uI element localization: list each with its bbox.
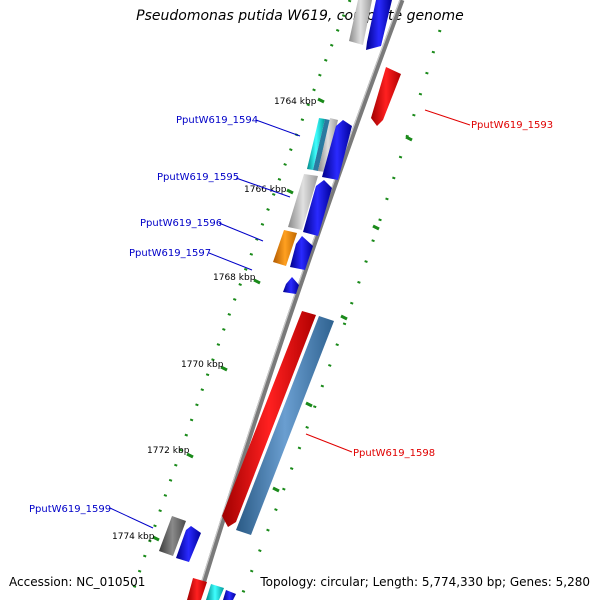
gene-label-pputw619-1594[interactable]: PputW619_1594 [176, 115, 258, 126]
gene-blue-top [366, 0, 392, 50]
accession-label: Accession: NC_010501 [9, 575, 146, 589]
gene-forward-blue-4 [176, 526, 201, 562]
genome-summary: Topology: circular; Length: 5,774,330 bp… [260, 575, 590, 589]
label-leaders [109, 109, 471, 529]
gene-cyan-bottom [206, 584, 224, 600]
gene-pputw619-1594-gray [318, 118, 338, 172]
outer-tick-marks [272, 135, 413, 493]
tick-label-1772: 1772 kbp [147, 446, 190, 456]
gene-pputw619-1594-cyan [307, 118, 325, 170]
tick-mark-1774 [152, 535, 160, 542]
gene-label-pputw619-1597[interactable]: PputW619_1597 [129, 248, 211, 259]
gene-label-pputw619-1596[interactable]: PputW619_1596 [140, 218, 222, 229]
gene-forward-blue-1 [322, 120, 352, 180]
tick-mark-1764 [317, 97, 325, 104]
tick-label-1770: 1770 kbp [181, 360, 224, 370]
outer-tick-ring [238, 29, 442, 600]
gene-pputw619-1598 [236, 316, 334, 535]
tick-mark-1770 [220, 365, 228, 372]
gene-pputw619-1596 [273, 230, 297, 266]
tick-mark-1772 [186, 452, 194, 459]
tick-mark-1766 [286, 188, 294, 195]
gene-forward-blue-3 [290, 236, 313, 270]
gene-label-pputw619-1593[interactable]: PputW619_1593 [471, 120, 553, 131]
gene-pputw619-1593 [371, 67, 401, 126]
gene-label-pputw619-1595[interactable]: PputW619_1595 [157, 172, 239, 183]
gene-gray-top [349, 0, 372, 45]
tick-label-1764: 1764 kbp [274, 97, 317, 107]
tick-label-1768: 1768 kbp [213, 273, 256, 283]
gene-pputw619-1599 [159, 516, 186, 556]
inner-tick-ring [128, 0, 352, 600]
gene-pputw619-1597 [283, 277, 299, 294]
gene-pputw619-1594-teal [313, 119, 330, 171]
gene-red-bottom [187, 578, 207, 600]
gene-blue-bottom [223, 590, 236, 600]
tick-mark-1768 [253, 278, 261, 285]
gene-label-pputw619-1598[interactable]: PputW619_1598 [353, 448, 435, 459]
gene-forward-blue-2 [303, 180, 332, 236]
gene-label-pputw619-1599[interactable]: PputW619_1599 [29, 504, 111, 515]
tick-label-1766: 1766 kbp [244, 185, 287, 195]
tick-label-1774: 1774 kbp [112, 532, 155, 542]
gene-pputw619-1595 [288, 174, 318, 230]
tick-marks [152, 97, 325, 542]
gene-pputw619-1598-red [222, 311, 316, 527]
